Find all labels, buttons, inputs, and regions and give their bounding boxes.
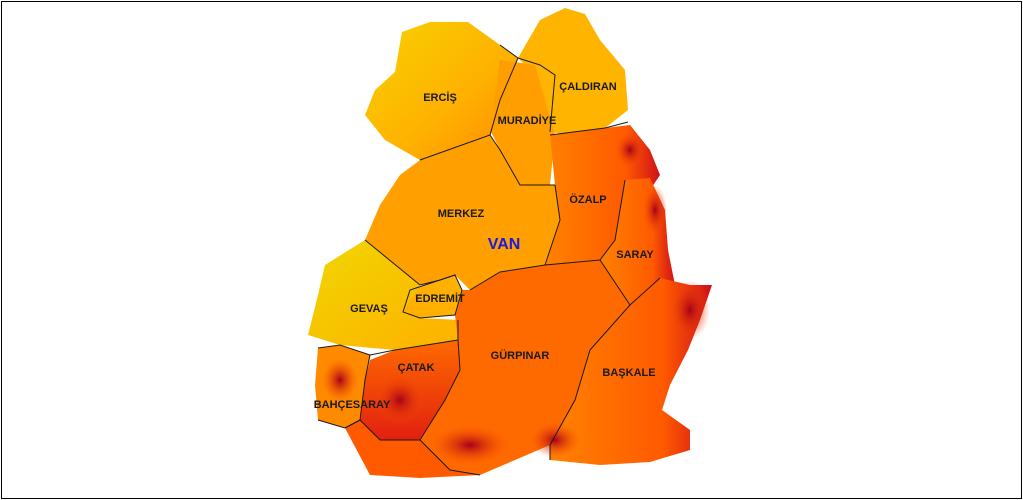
label-merkez: MERKEZ <box>438 208 485 220</box>
terrain-peak <box>430 425 510 465</box>
terrain-peak <box>530 422 580 458</box>
terrain-peak <box>615 132 645 168</box>
district-merkez[interactable] <box>365 135 560 290</box>
district-muradiye[interactable] <box>490 60 555 185</box>
terrain-peak <box>375 375 425 425</box>
district-baskale[interactable] <box>550 278 712 465</box>
district-south-strip <box>345 420 480 478</box>
district-gurpinar[interactable] <box>420 260 630 475</box>
label-caldiran: ÇALDIRAN <box>559 81 616 93</box>
district-borders <box>317 44 661 476</box>
district-edremit[interactable] <box>403 275 462 318</box>
label-catak: ÇATAK <box>398 362 435 374</box>
label-baskale: BAŞKALE <box>602 367 655 379</box>
label-muradiye: MURADİYE <box>498 114 557 127</box>
label-ercis: ERCİŞ <box>423 91 457 104</box>
map-title: VAN <box>488 236 521 253</box>
terrain-peak <box>322 358 358 402</box>
label-saray: SARAY <box>616 249 654 261</box>
label-gevas: GEVAŞ <box>350 303 388 315</box>
label-bahcesaray: BAHÇESARAY <box>314 399 391 411</box>
label-gurpinar: GÜRPINAR <box>491 349 550 362</box>
district-ercis[interactable] <box>365 22 518 160</box>
label-ozalp: ÖZALP <box>569 193 606 206</box>
label-edremit: EDREMİT <box>415 292 465 305</box>
terrain-peak <box>670 280 710 340</box>
terrain-peak <box>643 185 667 235</box>
district-gevas[interactable] <box>308 240 460 350</box>
